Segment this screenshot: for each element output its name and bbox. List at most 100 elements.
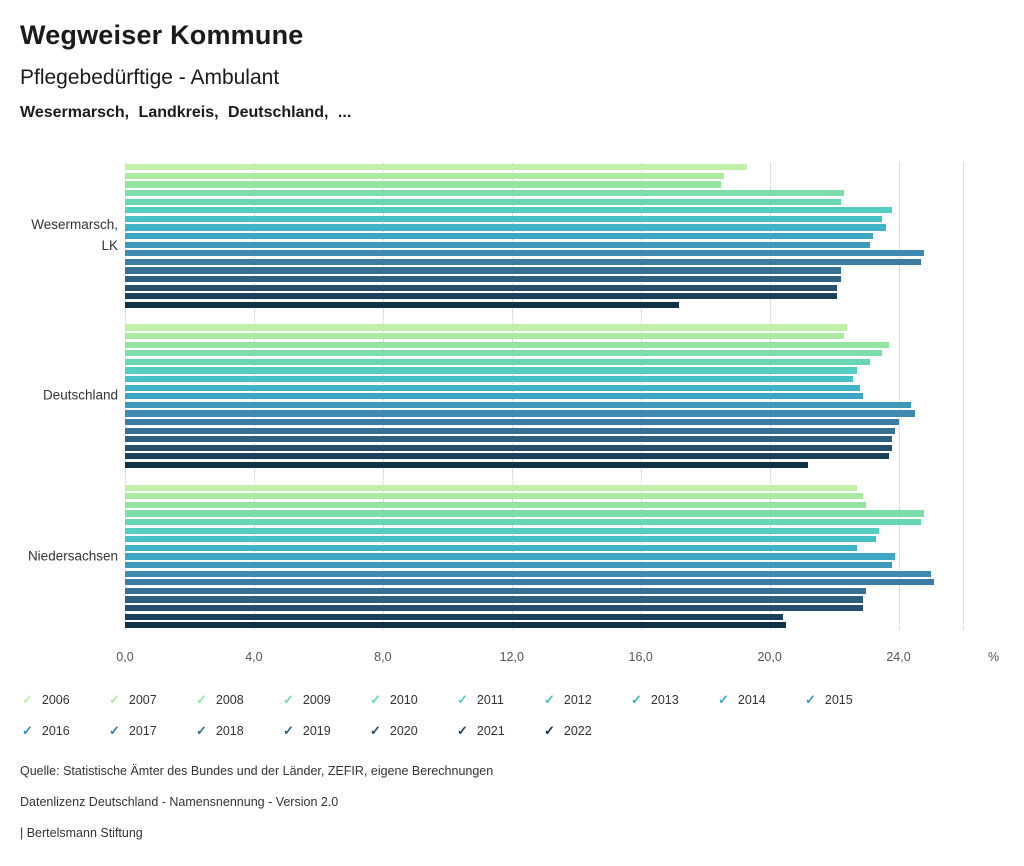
check-icon: ✓ [109,723,120,738]
bar-row [125,535,963,544]
bar-2009 [125,510,925,517]
legend-item-2017[interactable]: ✓ 2017 [109,723,196,739]
bar-row [125,518,963,527]
check-icon: ✓ [283,723,294,738]
bar-2014 [125,232,873,240]
gridline [898,163,900,630]
legend-item-2013[interactable]: ✓ 2013 [631,692,718,708]
x-tick-label: 12,0 [499,650,524,664]
legend-row: ✓ 2016 ✓ 2017 ✓ 2018 ✓ 2019 ✓ 2020 ✓ 2021 ✓ 2022 [22,723,1007,739]
bar-2014 [125,553,896,560]
page-title: Wegweiser Kommune [20,20,304,50]
bar-row [125,358,963,367]
bar-row [125,375,963,384]
bar-2007 [125,493,864,500]
bar-2006 [125,164,748,171]
legend-item-2019[interactable]: ✓ 2019 [283,723,370,739]
bar-2010 [125,358,870,365]
check-icon: ✓ [457,692,468,707]
legend-item-2015[interactable]: ✓ 2015 [805,692,892,708]
legend-year-label: 2016 [41,724,70,738]
bar-row [125,604,963,613]
x-tick-label: 20,0 [757,650,782,664]
legend-item-2014[interactable]: ✓ 2014 [718,692,805,708]
bar-row [125,232,963,241]
check-icon: ✓ [631,692,642,707]
check-icon: ✓ [457,723,468,738]
bar-row [125,258,963,267]
bar-2007 [125,332,844,340]
bar-2016 [125,570,931,577]
x-tick-label: 8,0 [374,650,392,664]
bar-row [125,275,963,284]
bar-2012 [125,536,876,543]
bar-row [125,189,963,198]
bar-row [125,340,963,349]
bar-row [125,401,963,410]
bar-2017 [125,579,934,586]
check-icon: ✓ [22,692,33,707]
bar-row [125,561,963,570]
bar-2010 [125,198,841,205]
bar-row [125,461,963,470]
bar-2020 [125,604,864,612]
bar-row [125,444,963,453]
bar-2020 [125,284,838,291]
bar-row [125,483,963,492]
legend-year-label: 2020 [389,724,418,738]
bar-row [125,266,963,275]
bar-2019 [125,596,864,603]
bar-2011 [125,207,893,214]
legend-item-2020[interactable]: ✓ 2020 [370,723,457,739]
legend-item-2006[interactable]: ✓ 2006 [22,692,109,708]
bar-row [125,301,963,310]
bar-2006 [125,484,857,491]
legend-year-label: 2018 [215,724,244,738]
bar-2008 [125,181,722,188]
legend-item-2021[interactable]: ✓ 2021 [457,723,544,739]
legend-item-2011[interactable]: ✓ 2011 [457,692,544,708]
legend-item-2022[interactable]: ✓ 2022 [544,723,631,739]
bar-row [125,621,963,630]
legend-item-2010[interactable]: ✓ 2010 [370,692,457,708]
category-label-line: Wesermarsch, [31,217,118,233]
license-line: Datenlizenz Deutschland - Namensnennung … [20,795,339,809]
legend-item-2009[interactable]: ✓ 2009 [283,692,370,708]
check-icon: ✓ [544,723,555,738]
bar-2013 [125,544,857,551]
bar-row [125,283,963,292]
bar-row [125,223,963,232]
bar-row [125,323,963,332]
legend-item-2012[interactable]: ✓ 2012 [544,692,631,708]
value-axis: 0,0 4,0 8,0 12,0 16,0 20,0 24,0 [116,650,985,670]
bar-2021 [125,293,838,300]
bar-row [125,492,963,501]
bar-row [125,383,963,392]
bar-row [125,435,963,444]
legend-year-label: 2019 [302,724,331,738]
legend-year-label: 2022 [563,724,592,738]
check-icon: ✓ [544,692,555,707]
legend-item-2007[interactable]: ✓ 2007 [109,692,196,708]
category-label-line: Deutschland [42,387,118,403]
bar-2021 [125,613,783,620]
legend-item-2018[interactable]: ✓ 2018 [196,723,283,739]
bar-2012 [125,215,883,222]
bar-2022 [125,301,680,308]
category-label: Wesermarsch, LK [0,215,118,257]
legend-item-2008[interactable]: ✓ 2008 [196,692,283,708]
category-axis: Wesermarsch, LK Deutschland Niedersachsen [0,163,118,630]
legend-year-label: 2012 [563,693,592,707]
bar-row [125,163,963,172]
legend-year-label: 2015 [824,693,853,707]
legend-row: ✓ 2006 ✓ 2007 ✓ 2008 ✓ 2009 ✓ 2010 ✓ 2011 ✓ 2012 ✓ 2013… [22,692,1007,708]
bar-row [125,426,963,435]
bar-row [125,249,963,258]
bar-2012 [125,375,854,383]
bar-row [125,544,963,553]
gridline [963,163,964,630]
bar-2007 [125,172,725,179]
bar-2018 [125,427,896,434]
legend-item-2016[interactable]: ✓ 2016 [22,723,109,739]
